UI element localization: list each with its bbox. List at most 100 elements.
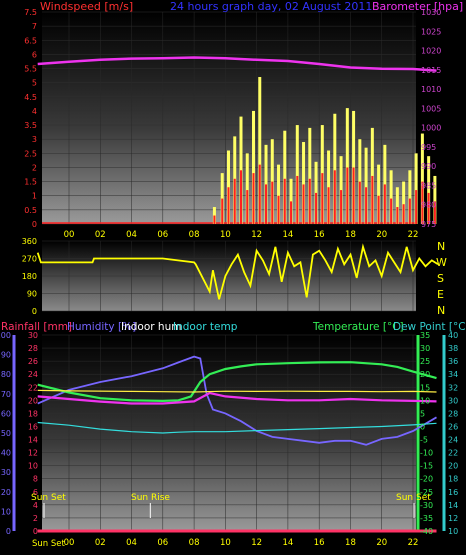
wind-gust-bar [295, 125, 299, 224]
wind-direction-line [36, 243, 439, 300]
wind-speed-bar [365, 187, 368, 224]
barometer-y-tick: 980 [421, 201, 436, 210]
dewpoint-y-tick: 18 [448, 475, 458, 484]
wind-speed-bar [427, 192, 430, 224]
wind-y-tick: 2.5 [24, 149, 37, 158]
wind-x-tick: 14 [282, 230, 293, 240]
humidity-y-tick: 70 [1, 390, 11, 399]
humidity-label: Humidity [%] [67, 321, 136, 333]
wind-x-tick: 16 [314, 230, 325, 240]
wind-gust-bar [364, 147, 368, 224]
wind-y-tick: 3 [32, 135, 37, 144]
dewpoint-y-tick: 34 [448, 370, 458, 379]
wind-x-tick: 10 [220, 230, 231, 240]
dewpoint-y-tick: 32 [448, 383, 458, 392]
wind-y-tick: 7 [32, 22, 37, 31]
rainfall-y-tick: 0 [33, 527, 38, 536]
wind-speed-bar [213, 215, 216, 224]
temperature-y-tick: 30 [420, 344, 430, 353]
wind-speed-bar [315, 192, 318, 224]
indoor-hum-label: Indoor hum [121, 321, 181, 333]
rainfall-y-tick: 6 [33, 488, 38, 497]
rainfall-y-tick: 16 [28, 422, 38, 431]
wind-speed-bar [271, 181, 274, 224]
temperature-y-tick: -35 [420, 514, 433, 523]
dewpoint-line [37, 391, 437, 405]
temperature-line [37, 361, 437, 403]
sunset-label-evening-prev: Sun Set [31, 493, 66, 503]
wind-speed-bar [327, 187, 330, 224]
climate-x-tick: 18 [345, 538, 356, 548]
wind-speed-bar [221, 198, 224, 224]
climate-panel-plot-area [42, 335, 416, 531]
humidity-y-tick: 90 [1, 351, 11, 360]
wind-gust-bar [377, 164, 381, 224]
wind-speed-bar [358, 181, 361, 224]
dewpoint-y-tick: 36 [448, 357, 458, 366]
climate-x-tick: 08 [189, 538, 200, 548]
wind-gust-bar [277, 164, 281, 224]
rainfall-y-tick: 4 [33, 501, 38, 510]
barometer-y-tick: 990 [421, 162, 436, 171]
wind-speed-bar [415, 190, 418, 224]
wind-gust-bar [283, 130, 287, 224]
climate-x-tick: 20 [376, 538, 387, 548]
dewpoint-y-tick: 24 [448, 436, 458, 445]
temperature-y-tick: -40 [420, 527, 433, 536]
rainfall-y-tick: 10 [28, 462, 38, 471]
compass-s: S [437, 272, 444, 285]
rainfall-y-tick: 24 [28, 370, 38, 379]
wind-speed-bar [352, 167, 355, 224]
wind-y-tick: 7.5 [24, 8, 37, 17]
dewpoint-y-tick: 40 [448, 331, 458, 340]
rainfall-y-tick: 8 [33, 475, 38, 484]
wind-y-tick: 5.5 [24, 65, 37, 74]
barometer-line [37, 56, 437, 72]
indoor-temp-line [37, 421, 437, 434]
wind-gust-bar [433, 175, 437, 224]
rainfall-y-tick: 20 [28, 396, 38, 405]
temperature-y-tick: -5 [420, 436, 428, 445]
barometer-y-tick: 975 [421, 220, 436, 229]
sunrise-label: Sun Rise [131, 493, 170, 503]
wind-y-tick: 3.5 [24, 121, 37, 130]
wind-gust-bar [402, 181, 406, 224]
rainfall-y-tick: 2 [33, 514, 38, 523]
wind-speed-bar [290, 201, 293, 224]
dewpoint-y-tick: 12 [448, 514, 458, 523]
wind-gust-bar [252, 110, 256, 224]
humidity-y-tick: 100 [0, 331, 11, 340]
wind-speed-bar [277, 195, 280, 224]
wind-y-tick: 4 [32, 107, 37, 116]
wind-x-tick: 04 [126, 230, 137, 240]
indoor-hum-line [37, 389, 437, 393]
wind-speed-bar [265, 184, 268, 224]
wind-x-tick: 20 [376, 230, 387, 240]
wind-x-tick: 02 [95, 230, 106, 240]
wind-speed-bar [227, 187, 230, 224]
wind-speed-bar [308, 178, 311, 224]
wind-speed-bar [408, 198, 411, 224]
wind-speed-bar [346, 167, 349, 224]
climate-x-tick: 14 [282, 538, 293, 548]
humidity-y-tick: 0 [6, 527, 11, 536]
barometer-y-tick: 995 [421, 143, 436, 152]
wind-speed-bar [258, 164, 261, 224]
barometer-y-tick: 1020 [421, 47, 441, 56]
temperature-y-tick: 5 [420, 409, 425, 418]
temperature-y-tick: -30 [420, 501, 433, 510]
dir-y-tick: 270 [22, 255, 37, 264]
wind-gust-bar [345, 108, 349, 224]
dewpoint-y-tick: 26 [448, 422, 458, 431]
wind-gust-bar [408, 170, 412, 224]
wind-speed-bar [340, 190, 343, 224]
climate-x-tick: 00 [64, 538, 75, 548]
dir-y-tick: 180 [22, 272, 37, 281]
wind-speed-bar [321, 173, 324, 224]
wind-speed-bar [383, 184, 386, 224]
humidity-y-tick: 80 [1, 370, 11, 379]
dewpoint-y-tick: 22 [448, 449, 458, 458]
compass-e: E [437, 288, 444, 301]
